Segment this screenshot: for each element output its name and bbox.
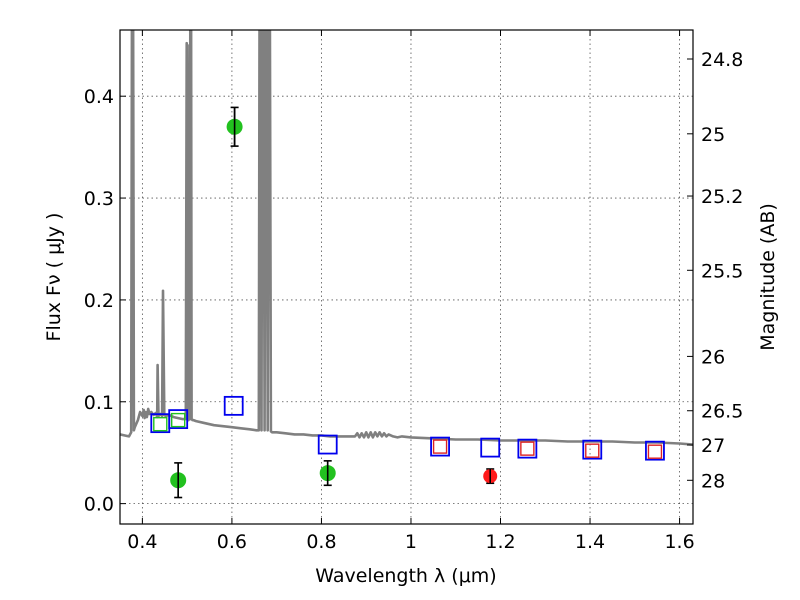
x-axis-label: Wavelength λ (μm) bbox=[315, 565, 496, 587]
model-point bbox=[520, 441, 535, 456]
model-point bbox=[317, 434, 338, 455]
model-point bbox=[168, 409, 189, 429]
y-axis-label: Flux Fν ( μJy ) bbox=[43, 213, 65, 342]
model-point bbox=[223, 395, 244, 416]
grid bbox=[120, 30, 693, 524]
y-tick-label: 0.4 bbox=[84, 86, 114, 108]
model-point bbox=[517, 438, 538, 459]
magnitude-tick-label: 25.2 bbox=[701, 186, 743, 208]
model-point bbox=[170, 412, 186, 428]
model-point bbox=[647, 444, 663, 459]
y-tick-label: 0.3 bbox=[84, 188, 114, 210]
x-tick-label: 1 bbox=[405, 531, 417, 553]
y-tick-label: 0.0 bbox=[84, 494, 114, 516]
plot-area bbox=[120, 30, 693, 499]
model-point bbox=[582, 439, 603, 460]
y-tick-label: 0.2 bbox=[84, 290, 114, 312]
magnitude-tick-label: 24.8 bbox=[701, 49, 743, 71]
x-tick-label: 1.6 bbox=[664, 531, 694, 553]
model-point bbox=[645, 440, 665, 461]
model-point bbox=[480, 437, 501, 458]
x-tick-label: 0.6 bbox=[217, 531, 247, 553]
magnitude-tick-label: 25.5 bbox=[701, 260, 743, 282]
x-tick-label: 0.8 bbox=[306, 531, 336, 553]
y-tick-label: 0.1 bbox=[84, 392, 114, 414]
magnitude-tick-label: 26 bbox=[701, 346, 725, 368]
x-tick-label: 0.4 bbox=[127, 531, 157, 553]
model-point bbox=[430, 436, 450, 457]
axis-ticks: 0.4 0.6 0.8 1 1.2 1.4 1.6 0.0 0.1 0.2 0.3 0.4 24.8 25… bbox=[84, 30, 743, 553]
model-point bbox=[432, 439, 448, 454]
model-point bbox=[153, 416, 168, 432]
template-spectrum-line bbox=[120, 30, 693, 446]
x-tick-label: 1.2 bbox=[485, 531, 515, 553]
plot-frame bbox=[119, 29, 694, 525]
magnitude-tick-label: 28 bbox=[701, 470, 725, 492]
magnitude-tick-label: 27 bbox=[701, 435, 725, 457]
magnitude-tick-label: 25 bbox=[701, 124, 725, 146]
model-point bbox=[585, 443, 600, 458]
x-tick-label: 1.4 bbox=[575, 531, 605, 553]
magnitude-tick-label: 26.5 bbox=[701, 401, 743, 423]
magnitude-axis-label: Magnitude (AB) bbox=[757, 203, 779, 351]
